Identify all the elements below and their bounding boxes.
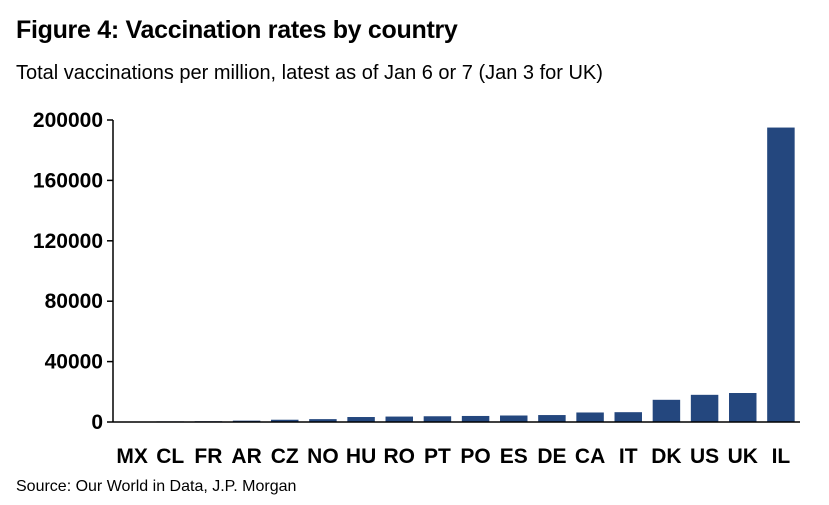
bar-ca — [576, 412, 604, 422]
x-category-label: FR — [194, 445, 222, 468]
x-category-label: DK — [651, 445, 681, 468]
source-note: Source: Our World in Data, J.P. Morgan — [16, 478, 297, 495]
y-axis-ticks: 0 40000 80000 120000 160000 200000 — [33, 109, 113, 434]
bar-il — [767, 127, 795, 423]
bar-de — [538, 415, 566, 422]
y-tick-label: 80000 — [45, 290, 103, 313]
x-category-label: IL — [772, 445, 791, 468]
y-tick-label: 40000 — [45, 351, 103, 374]
y-tick-label: 160000 — [33, 169, 103, 192]
x-category-label: ES — [500, 445, 528, 468]
bar-no — [309, 419, 337, 422]
bar-uk — [729, 393, 757, 422]
y-tick-label: 0 — [91, 411, 103, 434]
x-axis-labels: MX CL FR AR CZ NO HU RO PT PO ES DE CA IT DK US UK IL — [116, 445, 790, 468]
chart-title: Figure 4: Vaccination rates by country — [16, 16, 458, 44]
x-category-label: RO — [384, 445, 416, 468]
bar-us — [690, 394, 719, 422]
x-category-label: PO — [460, 445, 490, 468]
bar-pt — [423, 416, 452, 422]
y-tick-label: 120000 — [33, 230, 103, 253]
x-category-label: UK — [728, 445, 758, 468]
x-category-label: AR — [231, 445, 261, 468]
x-category-label: IT — [619, 445, 638, 468]
x-category-label: MX — [116, 445, 148, 468]
x-category-label: PT — [424, 445, 451, 468]
bar-es — [500, 415, 528, 422]
x-category-label: CA — [575, 445, 605, 468]
chart-subtitle: Total vaccinations per million, latest a… — [16, 62, 603, 84]
x-category-label: CZ — [271, 445, 299, 468]
bar-dk — [652, 399, 681, 422]
bar-hu — [347, 417, 375, 422]
bar-ro — [385, 416, 413, 422]
bar-cz — [271, 419, 299, 422]
bar-it — [614, 412, 642, 422]
x-category-label: DE — [537, 445, 566, 468]
y-tick-label: 200000 — [33, 109, 103, 132]
bar-po — [461, 415, 490, 422]
x-category-label: US — [690, 445, 719, 468]
x-category-label: NO — [307, 445, 339, 468]
x-category-label: CL — [156, 445, 184, 468]
x-category-label: HU — [346, 445, 376, 468]
bars — [118, 127, 795, 423]
